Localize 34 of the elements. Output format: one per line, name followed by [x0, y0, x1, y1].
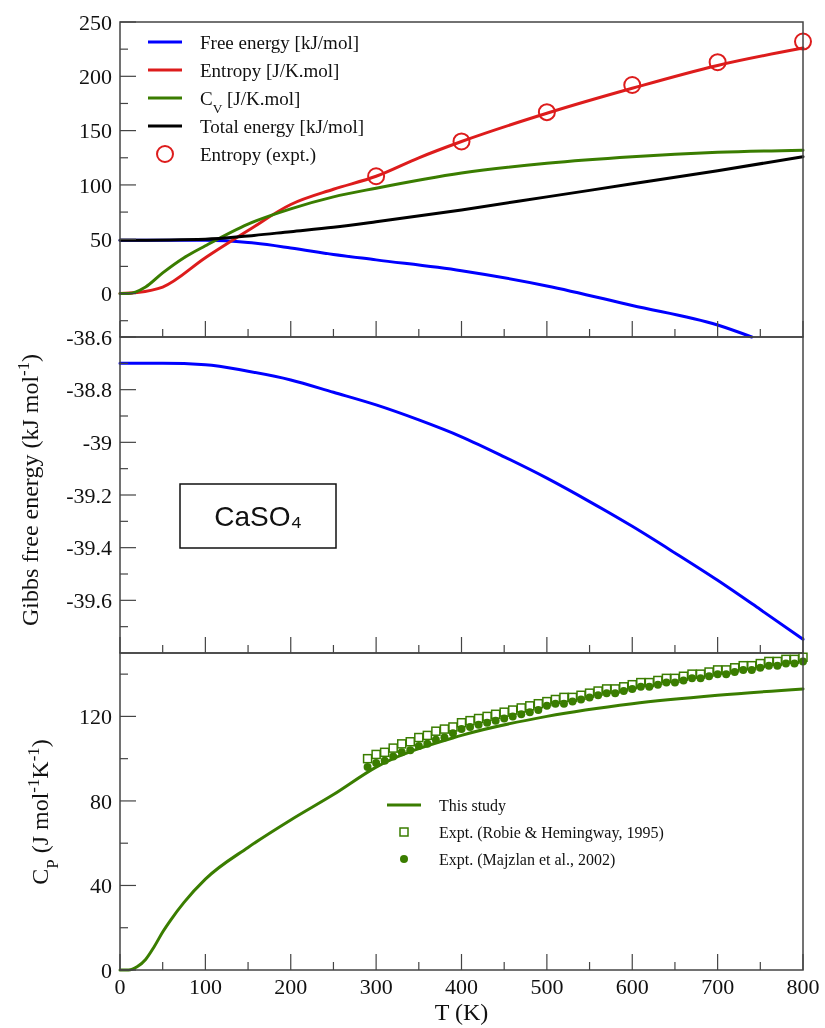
- y-tick-label: 50: [90, 226, 112, 252]
- x-tick-label: 500: [530, 974, 564, 999]
- y-tick-label: 100: [79, 172, 112, 198]
- y-tick-label: -39.6: [66, 588, 112, 614]
- y-tick-label: 40: [90, 873, 112, 899]
- y-tick-label: -38.6: [66, 324, 112, 350]
- y-tick-label: -39.4: [66, 535, 112, 561]
- x-tick-label: 200: [274, 974, 308, 999]
- y-tick-label: 80: [90, 788, 112, 814]
- legend-label: This study: [439, 796, 507, 815]
- y-tick-label: 0: [101, 281, 112, 307]
- y-tick-label: 120: [79, 704, 112, 730]
- legend-label: Free energy [kJ/mol]: [200, 31, 359, 53]
- y-tick-label: 200: [79, 64, 112, 90]
- legend-label: Entropy (expt.): [200, 143, 317, 166]
- legend-label: Expt. (Robie & Hemingway, 1995): [439, 823, 664, 842]
- legend-label: Expt. (Majzlan et al., 2002): [439, 850, 616, 869]
- y-tick-label: 250: [79, 9, 112, 35]
- y-tick-label: 150: [79, 118, 112, 144]
- y-tick-label: -39: [82, 430, 112, 456]
- legend-label: C$_{V}$ [J/K.mol]: [200, 87, 301, 116]
- y-tick-label: -39.2: [66, 482, 112, 508]
- annotation: CaSO₄: [214, 500, 302, 532]
- y-tick-label: 0: [101, 957, 112, 983]
- x-tick-label: 300: [359, 974, 393, 999]
- x-tick-label: 400: [445, 974, 478, 999]
- x-tick-label: 800: [786, 974, 820, 999]
- x-tick-label: 100: [188, 974, 222, 999]
- legend-label: Entropy [J/K.mol]: [200, 59, 340, 81]
- x-tick-label: 700: [701, 974, 735, 999]
- y-tick-label: -38.8: [66, 377, 112, 403]
- x-tick-label: 600: [615, 974, 649, 999]
- x-axis-title: T (K): [434, 999, 489, 1025]
- legend-label: Total energy [kJ/mol]: [200, 115, 365, 137]
